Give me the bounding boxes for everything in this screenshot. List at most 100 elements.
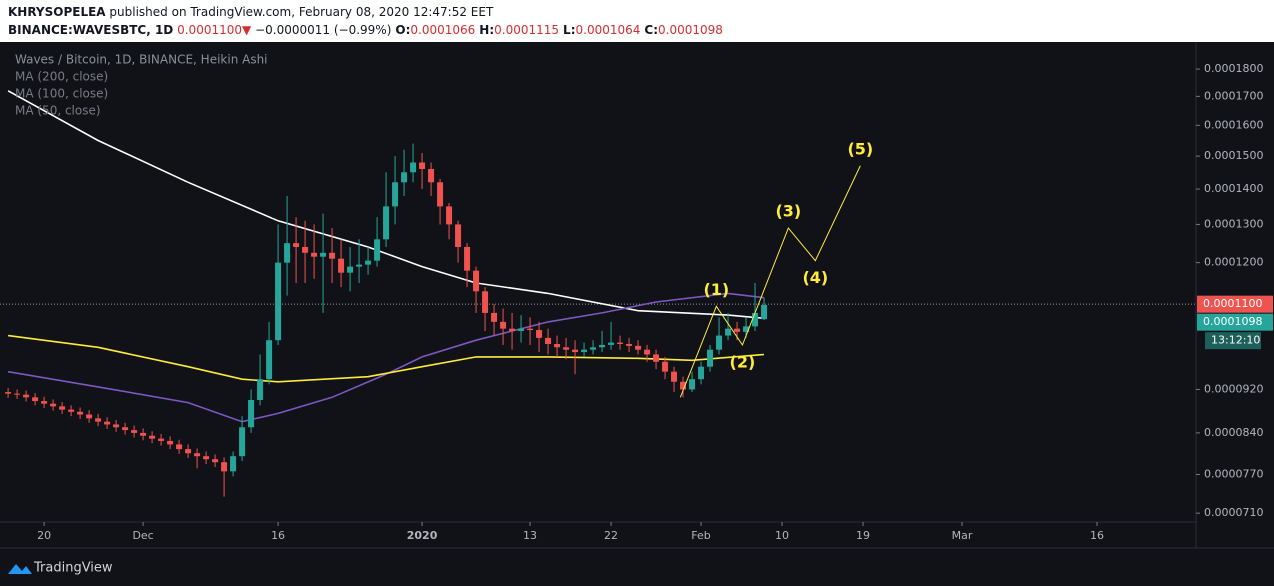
- wave-path: [679, 165, 861, 398]
- candle-body: [383, 206, 390, 240]
- header-bg: [0, 0, 1274, 42]
- candle-body: [266, 340, 273, 380]
- symbol: BINANCE:WAVESBTC, 1D: [8, 23, 173, 37]
- candle-body: [77, 411, 84, 415]
- last-price-tag: 0.0001100: [1203, 297, 1263, 310]
- x-tick-label: 20: [37, 529, 51, 542]
- y-tick-label: 0.0000710: [1204, 506, 1264, 519]
- close-price-tag-bg: [1197, 313, 1273, 331]
- arrow: ▼: [242, 23, 252, 37]
- candle-body: [590, 347, 597, 350]
- close-price-tag: 0.0001098: [1203, 315, 1263, 328]
- candle-body: [428, 169, 435, 183]
- candle-body: [761, 305, 768, 320]
- candle-body: [707, 349, 714, 367]
- candle-body: [509, 328, 516, 331]
- candle-body: [500, 321, 507, 329]
- candle-body: [527, 328, 534, 331]
- wave-label: (1): [703, 280, 729, 299]
- y-tick-label: 0.0001700: [1204, 89, 1264, 102]
- author: KHRYSOPELEA: [8, 5, 106, 19]
- x-tick-label: 22: [604, 529, 618, 542]
- y-tick-label: 0.0001800: [1204, 62, 1264, 75]
- candle-body: [68, 409, 75, 412]
- ohlc-key: L:: [563, 23, 575, 37]
- candle-body: [221, 462, 228, 472]
- x-tick-label: Dec: [132, 529, 153, 542]
- y-tick-label: 0.0001600: [1204, 118, 1264, 131]
- candle-body: [122, 427, 129, 431]
- candle-body: [581, 349, 588, 353]
- candle-body: [635, 345, 642, 350]
- candle-body: [32, 397, 39, 402]
- ma-line: [7, 292, 765, 423]
- candle-body: [563, 347, 570, 350]
- y-tick-label: 0.0001400: [1204, 182, 1264, 195]
- ohlc-value: 0.0001066: [410, 23, 475, 37]
- candle-body: [491, 312, 498, 322]
- legend-entry: MA (50, close): [15, 104, 101, 118]
- candle-body: [50, 403, 57, 407]
- y-tick-label: 0.0000920: [1204, 382, 1264, 395]
- candle-body: [374, 239, 381, 261]
- candle-body: [158, 438, 165, 441]
- y-tick-label: 0.0001200: [1204, 256, 1264, 269]
- chart-bg: [0, 42, 1274, 586]
- published: published on TradingView.com, February 0…: [109, 5, 494, 19]
- candle-body: [86, 414, 93, 419]
- x-tick-label: 16: [1090, 529, 1104, 542]
- ohlc-value: 0.0001098: [658, 23, 723, 37]
- candle-body: [626, 343, 633, 346]
- candle-body: [347, 266, 354, 273]
- candle-body: [185, 449, 192, 454]
- candle-body: [329, 252, 336, 259]
- candle-body: [194, 453, 201, 457]
- candle-body: [662, 361, 669, 372]
- x-tick-label: 16: [271, 529, 285, 542]
- x-tick-label: 19: [856, 529, 870, 542]
- footer: TradingView: [8, 561, 113, 576]
- ohlc-value: 0.0001064: [576, 23, 641, 37]
- ohlc-key: C:: [644, 23, 658, 37]
- header-line-2: BINANCE:WAVESBTC, 1D 0.0001100▼ −0.00000…: [8, 23, 723, 37]
- wave-label: (4): [802, 268, 828, 287]
- candle-body: [293, 243, 300, 247]
- candle-body: [113, 424, 120, 428]
- legend-entry: MA (100, close): [15, 87, 108, 101]
- candle-body: [356, 264, 363, 267]
- candle-body: [401, 172, 408, 183]
- candle-body: [446, 206, 453, 225]
- candle-body: [734, 328, 741, 332]
- ohlc-key: H:: [479, 23, 494, 37]
- ohlc-value: 0.0001115: [494, 23, 559, 37]
- candle-body: [716, 335, 723, 350]
- countdown: 13:12:10: [1211, 334, 1260, 347]
- x-tick-label: 13: [523, 529, 537, 542]
- candle-body: [644, 349, 651, 355]
- candle-body: [275, 262, 282, 341]
- candle-body: [320, 252, 327, 257]
- legend-entry: MA (200, close): [15, 70, 108, 84]
- candle-body: [338, 258, 345, 273]
- candle-body: [230, 456, 237, 472]
- candle-body: [599, 344, 606, 348]
- ma-line: [7, 90, 765, 320]
- candle-body: [392, 182, 399, 207]
- candle-body: [248, 399, 255, 428]
- candle-body: [743, 326, 750, 332]
- candle-body: [752, 312, 759, 327]
- candle-body: [176, 444, 183, 450]
- candle-body: [5, 392, 12, 394]
- candle-body: [104, 421, 111, 425]
- plot-area: (1) (2) (3) (4) (5): [0, 90, 1196, 497]
- candle-body: [302, 246, 309, 253]
- candle-body: [257, 379, 264, 400]
- candle-body: [410, 162, 417, 173]
- y-tick-label: 0.0001500: [1204, 149, 1264, 162]
- candle-body: [689, 379, 696, 390]
- candle-body: [203, 456, 210, 460]
- candle-body: [554, 343, 561, 348]
- wave-label: (3): [775, 202, 801, 221]
- candle-body: [167, 440, 174, 445]
